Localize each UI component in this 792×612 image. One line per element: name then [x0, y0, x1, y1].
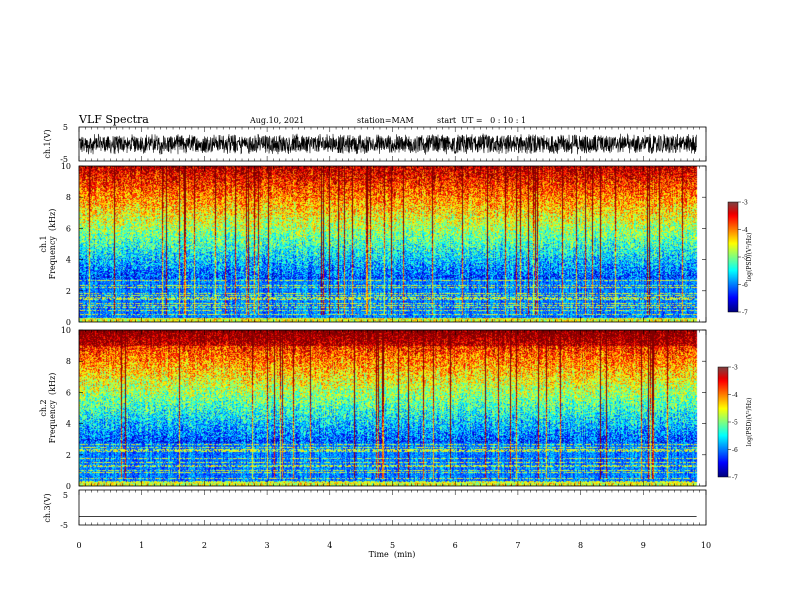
ch1-spectrogram-ytick-label: 4: [66, 256, 71, 265]
ch2-colorbar: [718, 367, 728, 477]
ch2-colorbar-tick-label: -5: [732, 420, 738, 427]
ch1-waveform-trace: [78, 133, 697, 155]
ch2-spectrogram-ytick-label: 0: [66, 482, 71, 491]
ch1-ytick-bottom: -5: [60, 155, 68, 164]
ch2-spectrogram-image-holder: [79, 330, 706, 486]
ch3-waveform-panel: 5 -5 ch.3(V): [43, 489, 707, 530]
ch2-spectrogram-ytick-label: 10: [61, 326, 71, 335]
x-tick-label: 7: [515, 541, 520, 550]
ch1-spectrogram-ytick-label: 6: [66, 224, 71, 233]
ch1-waveform-panel: 5 -5 ch.1(V): [43, 123, 707, 164]
station-label: station=MAM: [357, 116, 414, 125]
x-axis-label: Time (min): [369, 550, 416, 559]
ch1-spectrogram-ytick-label: 10: [61, 162, 71, 171]
x-tick-label: 9: [641, 541, 646, 550]
ch2-spectrogram-ytick-label: 6: [66, 388, 71, 397]
ch1-colorbar-tick-label: -4: [742, 227, 748, 234]
ch3-ytick-bottom: -5: [60, 521, 68, 530]
ch1-spectrogram-image-holder: [79, 166, 706, 322]
ch1-colorbar-tick-label: -7: [742, 310, 748, 317]
x-tick-label: 0: [76, 541, 81, 550]
x-tick-label: 10: [701, 541, 711, 550]
ch1-colorbar-label: log(PSD)(V²/Hz): [746, 233, 753, 282]
date-label: Aug.10, 2021: [249, 116, 304, 125]
x-tick-label: 4: [327, 541, 332, 550]
x-tick-label: 6: [453, 541, 458, 550]
ch1-colorbar-holder: [728, 202, 738, 312]
ch2-spectrogram-ytick-label: 2: [66, 451, 71, 460]
figure-title: VLF Spectra: [78, 113, 149, 126]
ch1-channel-label: ch.1: [39, 235, 48, 252]
ch1-spectrogram-ytick-label: 2: [66, 287, 71, 296]
ch1-colorbar: [728, 202, 738, 312]
x-axis-tick-labels: 0 1 2 3 4 5 6 7 8 9 10: [76, 541, 711, 550]
ch2-spectrogram-image: [79, 330, 706, 486]
ch1-ytick-top: 5: [63, 123, 68, 132]
ch1-colorbar-tick-label: -6: [742, 282, 748, 289]
ch3-waveform-frame: [78, 489, 707, 526]
start-time-label: start UT = 0 : 10 : 1: [437, 116, 526, 125]
ch1-spectrogram-ytick-label: 8: [66, 193, 71, 202]
ch2-colorbar-tick-label: -3: [732, 365, 738, 372]
ch1-waveform-ylabel: ch.1(V): [43, 129, 52, 158]
ch2-colorbar-tick-label: -7: [732, 475, 738, 482]
ch1-colorbar-tick-label: -5: [742, 255, 748, 262]
ch2-colorbar-holder: [718, 367, 728, 477]
x-tick-label: 1: [139, 541, 144, 550]
ch3-waveform-ylabel: ch.3(V): [43, 493, 52, 522]
axis-tick-marks: [78, 127, 707, 525]
ch1-spectrogram-image: [79, 166, 706, 322]
ch1-spectrogram-ytick-label: 0: [66, 318, 71, 327]
ch2-colorbar-label: log(PSD)(V²/Hz): [746, 398, 753, 447]
x-tick-label: 5: [390, 541, 395, 550]
x-tick-label: 8: [578, 541, 583, 550]
ch2-channel-label: ch.2: [39, 399, 48, 416]
ch3-ytick-top: 5: [63, 491, 68, 500]
x-tick-label: 2: [202, 541, 207, 550]
ch1-frequency-label: Frequency (kHz): [48, 209, 57, 280]
ch2-spectrogram-ytick-label: 4: [66, 420, 71, 429]
ch2-colorbar-tick-label: -6: [732, 447, 738, 454]
ch1-colorbar-tick-label: -3: [742, 200, 748, 207]
ch2-frequency-label: Frequency (kHz): [48, 373, 57, 444]
ch2-colorbar-tick-label: -4: [732, 392, 738, 399]
x-tick-label: 3: [265, 541, 270, 550]
ch2-spectrogram-ytick-label: 8: [66, 357, 71, 366]
